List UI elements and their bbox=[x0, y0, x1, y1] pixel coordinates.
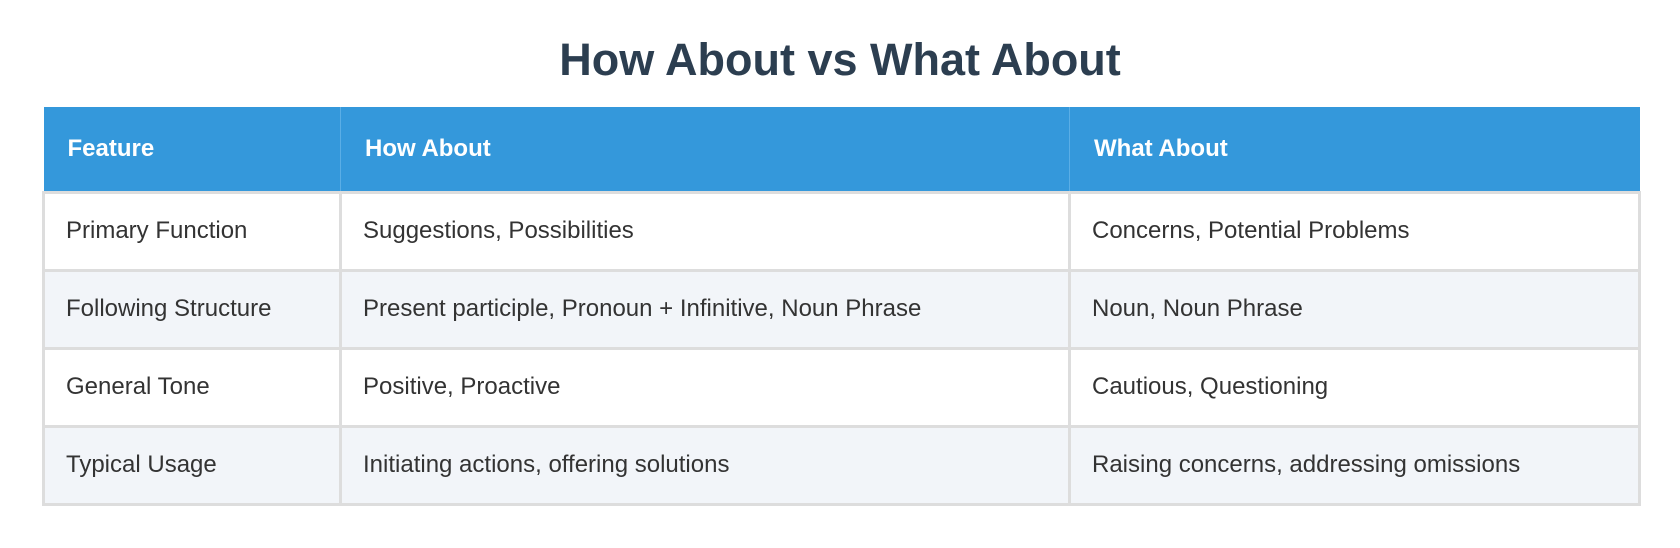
table-cell: Present participle, Pronoun + Infinitive… bbox=[339, 268, 1071, 350]
title: How About vs What About bbox=[559, 34, 1121, 85]
comparison-table: Feature How About What About Primary Funct… bbox=[42, 107, 1641, 506]
table-cell: Suggestions, Possibilities bbox=[339, 190, 1071, 272]
table-cell: Positive, Proactive bbox=[339, 346, 1071, 428]
table-cell: Noun, Noun Phrase bbox=[1068, 268, 1641, 350]
table-cell: Raising concerns, addressing omissions bbox=[1068, 424, 1641, 506]
header-cell: Feature bbox=[43, 107, 341, 192]
table-cell: Cautious, Questioning bbox=[1068, 346, 1641, 428]
table-row: General Tone Positive, Proactive Cautious,… bbox=[42, 346, 1641, 428]
header-cell: How About bbox=[340, 107, 1070, 192]
table-cell: Following Structure bbox=[42, 268, 342, 350]
table-cell: Initiating actions, offering solutions bbox=[339, 424, 1071, 506]
table-row: Following Structure Present participle, P… bbox=[42, 268, 1641, 350]
table-row: Typical Usage Initiating actions, offerin… bbox=[42, 424, 1641, 506]
table-cell: Primary Function bbox=[42, 190, 342, 272]
header-cell: What About bbox=[1069, 107, 1640, 192]
table-cell: Concerns, Potential Problems bbox=[1068, 190, 1641, 272]
table-row: Primary Function Suggestions, Possibiliti… bbox=[42, 190, 1641, 272]
table-cell: Typical Usage bbox=[42, 424, 342, 506]
table-body: Primary Function Suggestions, Possibiliti… bbox=[42, 190, 1641, 506]
table-header: Feature How About What About bbox=[43, 107, 1640, 192]
header-row: Feature How About What About bbox=[43, 107, 1640, 192]
table-cell: General Tone bbox=[42, 346, 342, 428]
